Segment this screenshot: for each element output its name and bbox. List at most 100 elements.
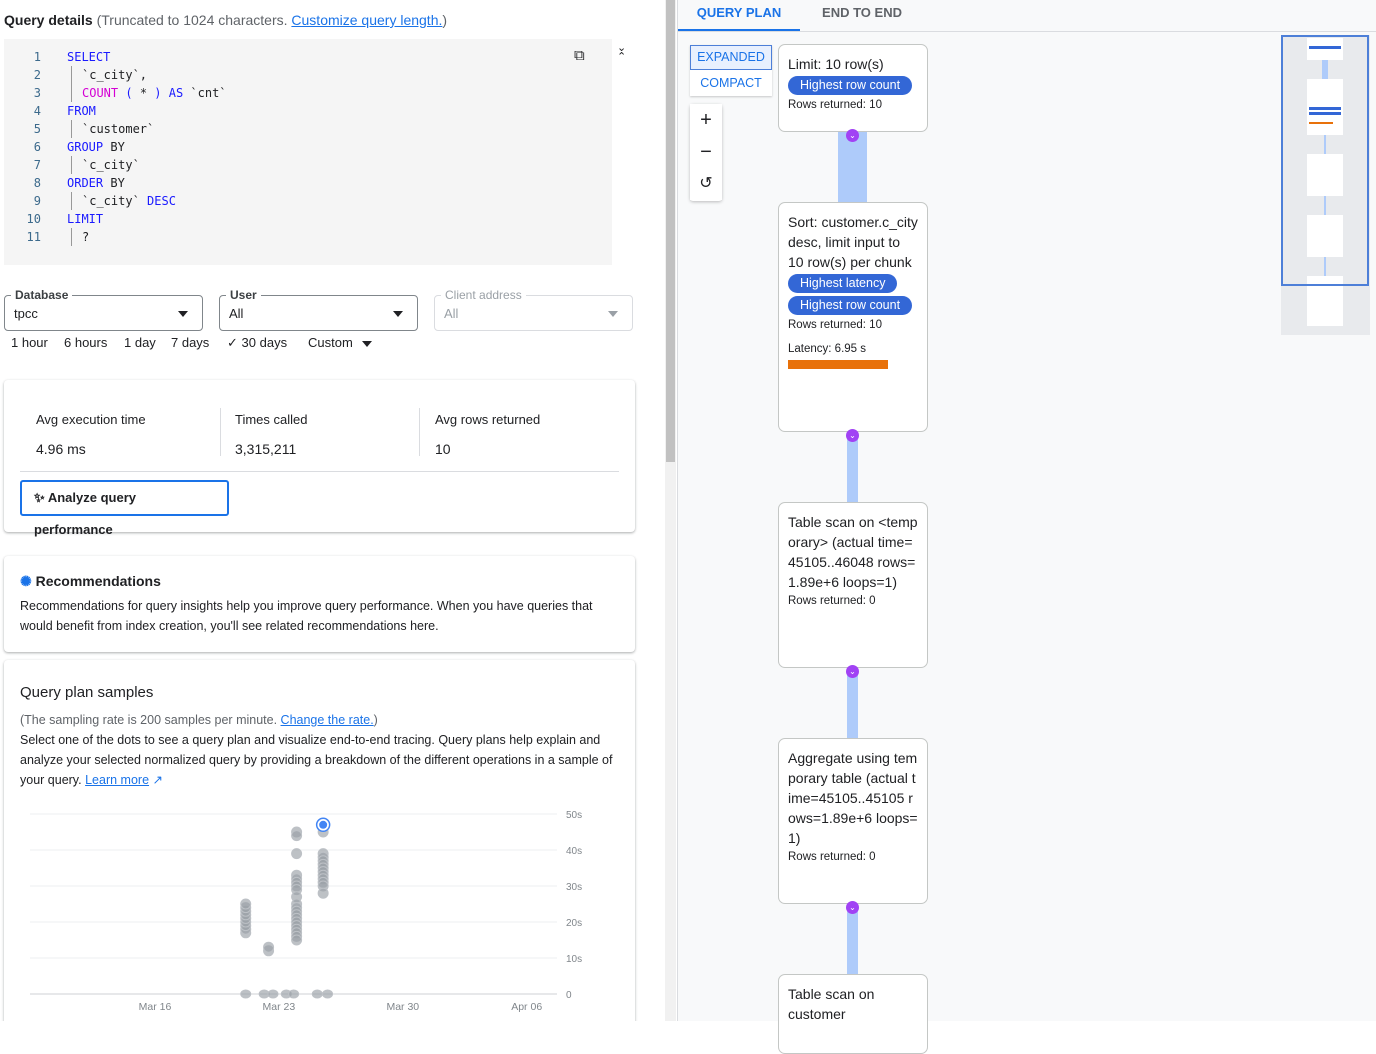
- code-token: *: [139, 86, 148, 100]
- indent-guide: [71, 120, 72, 138]
- data-point[interactable]: [267, 989, 279, 999]
- line-number: 9: [33, 194, 41, 208]
- code-line: 8 ORDER BY: [4, 174, 612, 192]
- plan-node-table-scan-customer[interactable]: Table scan on customer: [778, 974, 928, 1054]
- range-custom-label: Custom: [308, 335, 353, 350]
- code-token: ORDER: [67, 176, 104, 190]
- node-title: Limit: 10 row(s): [788, 56, 884, 72]
- user-select[interactable]: User All: [219, 288, 418, 331]
- code-token: (: [118, 86, 140, 100]
- indent-guide: [71, 192, 72, 210]
- code-token: BY: [103, 176, 125, 190]
- code-line: 6 GROUP BY: [4, 138, 612, 156]
- code-text: SELECT: [67, 48, 110, 66]
- minimap-connector: [1324, 135, 1326, 154]
- code-text: `c_city` DESC: [82, 192, 176, 210]
- code-token: GROUP: [67, 140, 104, 154]
- minimap-viewport[interactable]: [1281, 35, 1369, 286]
- connector: [838, 131, 867, 202]
- code-line: 5 `customer`: [4, 120, 612, 138]
- range-1-day[interactable]: 1 day: [124, 335, 156, 350]
- code-line: 2 `c_city`,: [4, 66, 612, 84]
- database-select[interactable]: Database tpcc: [4, 288, 203, 331]
- stat-avg-rows-returned: Avg rows returned 10: [435, 412, 540, 457]
- x-tick-label: Mar 23: [263, 1001, 296, 1013]
- x-tick-label: Apr 06: [511, 1001, 542, 1013]
- database-value: tpcc: [14, 306, 38, 321]
- expand-chevron-icon[interactable]: ⌄: [846, 429, 859, 442]
- data-point[interactable]: [291, 830, 303, 842]
- code-token: DESC: [147, 194, 176, 208]
- code-line: 11?: [4, 228, 612, 246]
- mode-expanded[interactable]: EXPANDED: [690, 45, 772, 70]
- node-title: Table scan on customer: [788, 986, 875, 1022]
- plan-node-limit[interactable]: Limit: 10 row(s) Highest row count Rows …: [778, 44, 928, 132]
- data-point[interactable]: [291, 848, 303, 860]
- code-line: 9 `c_city` DESC: [4, 192, 612, 210]
- range-30-days[interactable]: ✓ 30 days: [227, 335, 287, 351]
- change-rate-link[interactable]: Change the rate.: [280, 713, 374, 727]
- plan-node-aggregate[interactable]: Aggregate using temporary table (actual …: [778, 738, 928, 904]
- stat-label: Times called: [235, 412, 308, 427]
- client-address-label: Client address: [441, 288, 526, 302]
- range-custom[interactable]: Custom: [308, 335, 373, 350]
- collapse-icon[interactable]: ⌄ ⌃: [617, 42, 627, 63]
- expand-chevron-icon[interactable]: ⌄: [846, 665, 859, 678]
- dropdown-arrow-icon: [608, 311, 618, 317]
- data-point[interactable]: [317, 887, 329, 899]
- data-point[interactable]: [263, 941, 275, 953]
- minimap-connector: [1322, 60, 1328, 79]
- range-6-hours[interactable]: 6 hours: [64, 335, 108, 350]
- data-point[interactable]: [291, 934, 303, 946]
- tab-query-plan[interactable]: QUERY PLAN: [678, 0, 800, 31]
- zoom-out-icon[interactable]: −: [690, 136, 722, 168]
- data-point[interactable]: [322, 989, 334, 999]
- latency-bar: [788, 360, 888, 369]
- analyze-query-performance-button[interactable]: ✨︎ Analyze query performance: [20, 480, 229, 537]
- highest-row-count-chip: Highest row count: [788, 76, 913, 95]
- data-point[interactable]: [240, 989, 252, 999]
- query-plan-panel: QUERY PLAN END TO END EXPANDED COMPACT +…: [677, 0, 1376, 1054]
- customize-query-length-link[interactable]: Customize query length.: [291, 12, 443, 28]
- minimap-connector: [1324, 196, 1326, 215]
- learn-more-link[interactable]: Learn more: [85, 773, 150, 787]
- recommendations-title: Recommendations: [35, 573, 161, 589]
- minimap-node: [1307, 215, 1343, 257]
- scrollbar-thumb[interactable]: [666, 0, 675, 462]
- minimap-node: [1307, 154, 1343, 196]
- selected-data-point[interactable]: [319, 820, 328, 829]
- expand-chevron-icon[interactable]: ⌄: [846, 901, 859, 914]
- zoom-controls: + − ↺: [690, 104, 722, 201]
- user-value: All: [229, 306, 244, 321]
- stat-value: 4.96 ms: [36, 441, 86, 457]
- data-point[interactable]: [311, 989, 323, 999]
- plan-node-sort[interactable]: Sort: customer.c_city desc, limit input …: [778, 202, 928, 432]
- y-tick-label: 20s: [566, 918, 582, 929]
- mode-compact[interactable]: COMPACT: [700, 76, 762, 90]
- indent-guide: [71, 66, 72, 84]
- data-point[interactable]: [240, 898, 252, 910]
- left-panel-scrollbar[interactable]: [665, 0, 676, 1021]
- samples-desc-text: Select one of the dots to see a query pl…: [20, 733, 613, 787]
- minimap[interactable]: [1281, 35, 1370, 335]
- line-number: 8: [33, 176, 41, 190]
- node-title: Aggregate using temporary table (actual …: [788, 750, 918, 846]
- range-1-hour[interactable]: 1 hour: [11, 335, 48, 350]
- data-point[interactable]: [288, 989, 300, 999]
- samples-description: (The sampling rate is 200 samples per mi…: [20, 710, 620, 790]
- copy-icon[interactable]: ⧉: [574, 47, 585, 64]
- recommendations-header: ✺ Recommendations: [20, 573, 161, 590]
- plan-node-table-scan-temporary[interactable]: Table scan on <temporary> (actual time=4…: [778, 502, 928, 668]
- samples-title: Query plan samples: [20, 684, 154, 701]
- code-token: `c_city`: [82, 158, 140, 172]
- dropdown-arrow-icon: [178, 311, 188, 317]
- range-7-days[interactable]: 7 days: [171, 335, 210, 350]
- reset-icon[interactable]: ↺: [690, 168, 722, 200]
- code-text: `c_city`,: [82, 66, 147, 84]
- tab-end-to-end[interactable]: END TO END: [822, 5, 902, 20]
- code-text: COUNT ( * ) AS `cnt`: [82, 84, 227, 102]
- expand-chevron-icon[interactable]: ⌄: [846, 129, 859, 142]
- zoom-in-icon[interactable]: +: [690, 104, 722, 136]
- rows-returned: Rows returned: 10: [788, 99, 882, 111]
- external-link-icon: ↗: [149, 773, 163, 787]
